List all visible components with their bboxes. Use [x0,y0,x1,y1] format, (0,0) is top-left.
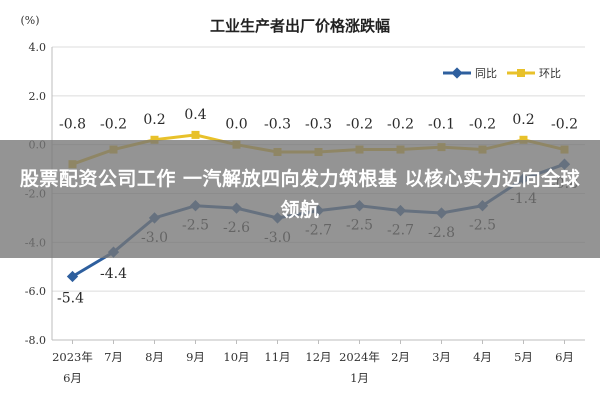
data-label: -0.8 [59,117,86,133]
x-tick-label: 8月 [145,350,164,364]
data-label: 0.2 [143,112,165,128]
data-label: 0.2 [512,112,534,128]
x-tick-label: 2024年 [339,350,380,364]
y-tick-label: 4.0 [29,41,47,54]
legend-label: 环比 [539,67,561,80]
data-label: -0.3 [305,117,332,133]
legend-marker [517,69,525,77]
data-label: -0.2 [100,117,127,133]
data-label: -0.2 [387,117,414,133]
x-tick-label-line2: 1月 [350,371,369,385]
data-point [150,135,159,144]
data-point [519,135,528,144]
y-axis-unit: (%) [20,14,39,27]
x-tick-label: 3月 [432,350,451,364]
data-label: -0.2 [469,117,496,133]
y-tick-label: -6.0 [25,285,46,298]
x-tick-label: 5月 [514,350,533,364]
x-tick-label: 7月 [104,350,123,364]
data-point [191,130,200,139]
x-tick-label: 9月 [186,350,205,364]
headline-overlay [0,140,600,258]
x-tick-label: 2023年 [52,350,93,364]
x-tick-label-line2: 6月 [63,371,82,385]
x-tick-label: 10月 [223,350,249,364]
headline-text: 股票配资公司工作 一汽解放四向发力筑根基 以核心实力迈向全球领航 [19,168,581,221]
x-tick-label: 12月 [305,350,331,364]
data-label: -0.2 [346,117,373,133]
y-tick-label: 2.0 [29,90,47,103]
x-tick-label: 11月 [264,350,290,364]
x-tick-label: 6月 [555,350,574,364]
data-label: 0.0 [225,117,247,133]
data-label: -0.3 [264,117,291,133]
legend-label: 同比 [475,67,497,80]
x-tick-label: 4月 [473,350,492,364]
legend-marker [451,67,463,79]
data-label: -0.2 [551,117,578,133]
data-label: -0.1 [428,117,455,133]
x-tick-label: 2月 [391,350,410,364]
y-tick-label: -8.0 [25,334,46,347]
data-label: 0.4 [184,107,206,123]
data-label: -4.4 [100,266,127,282]
data-label: -5.4 [57,291,84,307]
chart-title: 工业生产者出厂价格涨跌幅 [210,17,390,35]
